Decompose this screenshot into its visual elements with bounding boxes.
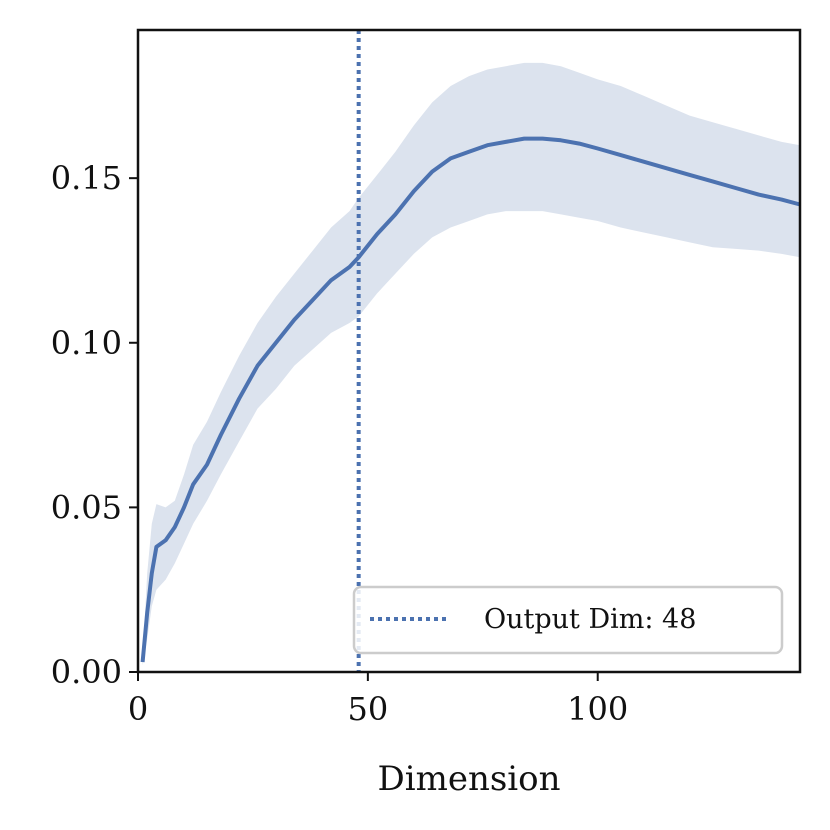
y-axis: 0.00 0.05 0.10 0.15 <box>51 159 138 691</box>
x-axis-title: Dimension <box>377 759 560 799</box>
legend: Output Dim: 48 <box>352 585 784 655</box>
plot-area <box>140 30 801 672</box>
x-tick-label: 0 <box>128 690 148 728</box>
y-tick-label: 0.15 <box>51 159 122 197</box>
plot-frame <box>136 28 802 674</box>
x-tick-label: 50 <box>348 690 389 728</box>
confidence-band <box>142 62 801 666</box>
mean-line <box>140 136 801 663</box>
x-axis: 0 50 100 <box>128 672 628 728</box>
legend-box <box>352 585 784 655</box>
x-tick-label: 100 <box>567 690 628 728</box>
legend-label-output-dim: Output Dim: 48 <box>484 604 696 635</box>
y-tick-label: 0.05 <box>51 488 122 526</box>
y-tick-label: 0.00 <box>51 653 122 691</box>
y-tick-label: 0.10 <box>51 324 122 362</box>
